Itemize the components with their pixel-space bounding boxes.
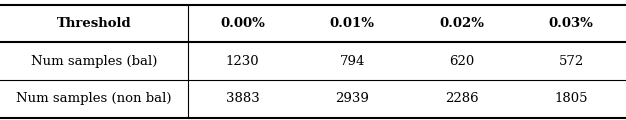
Text: 0.03%: 0.03% <box>549 17 593 30</box>
Text: 620: 620 <box>449 55 475 68</box>
Text: 0.02%: 0.02% <box>439 17 484 30</box>
Text: 1805: 1805 <box>555 92 588 105</box>
Text: 1230: 1230 <box>226 55 259 68</box>
Text: Num samples (bal): Num samples (bal) <box>31 55 157 68</box>
Text: 794: 794 <box>339 55 365 68</box>
Text: 0.01%: 0.01% <box>330 17 374 30</box>
Text: 572: 572 <box>558 55 584 68</box>
Text: Num samples (non bal): Num samples (non bal) <box>16 92 172 105</box>
Text: 0.00%: 0.00% <box>220 17 265 30</box>
Text: 2286: 2286 <box>445 92 478 105</box>
Text: 3883: 3883 <box>226 92 259 105</box>
Text: Threshold: Threshold <box>56 17 131 30</box>
Text: 2939: 2939 <box>335 92 369 105</box>
